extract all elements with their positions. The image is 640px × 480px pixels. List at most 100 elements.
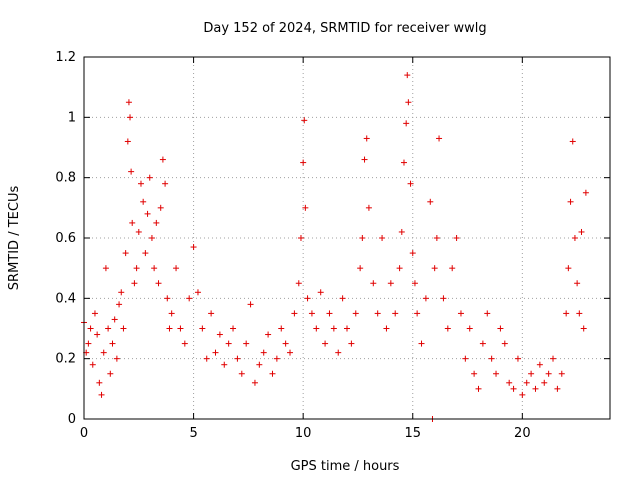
data-point <box>326 310 333 317</box>
data-point <box>506 379 513 386</box>
x-axis-ticks: 0 5 10 15 20 <box>80 57 531 441</box>
data-point <box>122 250 129 257</box>
data-point <box>194 289 201 296</box>
data-point <box>102 265 109 272</box>
data-point <box>536 361 543 368</box>
gridlines <box>84 57 610 419</box>
data-point <box>140 198 147 205</box>
data-point <box>400 159 407 166</box>
data-point <box>405 99 412 106</box>
data-point <box>348 340 355 347</box>
data-point <box>558 370 565 377</box>
data-point <box>85 340 92 347</box>
data-point <box>153 219 160 226</box>
data-point <box>565 265 572 272</box>
data-point <box>142 250 149 257</box>
data-point <box>436 135 443 142</box>
data-point <box>462 355 469 362</box>
data-point <box>359 235 366 241</box>
data-point <box>317 289 324 296</box>
data-point <box>528 370 535 377</box>
data-point <box>493 370 500 377</box>
data-point <box>186 295 193 302</box>
data-point <box>144 210 151 217</box>
data-point <box>541 379 548 386</box>
data-point <box>260 349 267 356</box>
data-point <box>291 310 298 317</box>
data-point <box>431 265 438 272</box>
data-point <box>330 325 337 332</box>
data-point <box>519 391 526 398</box>
chart-title: Day 152 of 2024, SRMTID for receiver wwl… <box>203 21 486 36</box>
data-points <box>81 72 589 422</box>
data-point <box>510 385 517 392</box>
data-point <box>295 280 302 287</box>
data-point <box>278 325 285 332</box>
data-point <box>297 235 304 241</box>
data-point <box>168 310 175 317</box>
data-point <box>113 355 120 362</box>
data-point <box>501 340 508 347</box>
data-point <box>282 340 289 347</box>
data-point <box>234 355 241 362</box>
data-point <box>105 325 112 332</box>
data-point <box>414 310 421 317</box>
data-point <box>363 135 370 142</box>
data-point <box>269 370 276 377</box>
data-point <box>357 265 364 272</box>
x-tick-label: 10 <box>295 426 312 441</box>
data-point <box>256 361 263 368</box>
data-point <box>427 198 434 205</box>
data-point <box>418 340 425 347</box>
data-point <box>453 235 460 241</box>
y-tick-label: 1 <box>68 110 76 125</box>
data-point <box>352 310 359 317</box>
data-point <box>124 138 131 145</box>
data-point <box>230 325 237 332</box>
data-point <box>567 198 574 205</box>
data-point <box>398 228 405 235</box>
data-point <box>576 310 583 317</box>
data-point <box>157 204 164 211</box>
data-point <box>532 385 539 392</box>
data-point <box>444 325 451 332</box>
data-point <box>109 340 116 347</box>
data-point <box>484 310 491 317</box>
data-point <box>497 325 504 332</box>
x-tick-label: 15 <box>404 426 421 441</box>
data-point <box>563 310 570 317</box>
data-point <box>407 180 414 187</box>
data-point <box>361 156 368 163</box>
y-tick-label: 0.4 <box>55 291 76 306</box>
data-point <box>574 280 581 287</box>
data-point <box>127 114 134 121</box>
data-point <box>287 349 294 356</box>
data-point <box>457 310 464 317</box>
data-point <box>131 280 138 287</box>
data-point <box>162 180 169 187</box>
data-point <box>225 340 232 347</box>
data-point <box>151 265 158 272</box>
data-point <box>569 138 576 145</box>
x-tick-label: 5 <box>189 426 197 441</box>
data-point <box>166 325 173 332</box>
data-point <box>523 379 530 386</box>
data-point <box>87 325 94 332</box>
data-point <box>273 355 280 362</box>
data-point <box>173 265 180 272</box>
data-point <box>475 385 482 392</box>
x-tick-label: 0 <box>80 426 88 441</box>
data-point <box>221 361 228 368</box>
data-point <box>137 180 144 187</box>
data-point <box>107 370 114 377</box>
y-tick-label: 0.8 <box>55 171 76 186</box>
data-point <box>133 265 140 272</box>
data-point <box>392 310 399 317</box>
data-point <box>554 385 561 392</box>
data-point <box>155 280 162 287</box>
data-point <box>91 310 98 317</box>
data-point <box>339 295 346 302</box>
data-point <box>580 325 587 332</box>
data-point <box>308 310 315 317</box>
